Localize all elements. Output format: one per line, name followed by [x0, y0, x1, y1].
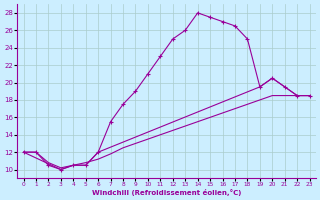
- X-axis label: Windchill (Refroidissement éolien,°C): Windchill (Refroidissement éolien,°C): [92, 189, 241, 196]
